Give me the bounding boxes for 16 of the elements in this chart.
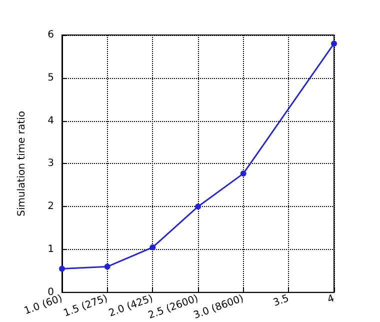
y-tick-label: 5	[48, 72, 54, 84]
y-tick-label: 3	[48, 158, 54, 170]
x-tick-label: 4	[326, 293, 336, 306]
y-tick-label: 1	[48, 244, 54, 255]
y-tick-label: 4	[48, 115, 54, 126]
point	[150, 244, 156, 250]
point	[331, 40, 337, 47]
point	[59, 266, 65, 272]
point	[104, 264, 110, 270]
y-tick-label: 2	[48, 201, 54, 212]
point	[240, 170, 246, 177]
y-axis-title: Simulation time ratio	[16, 111, 28, 216]
x-tick-label: 3.5	[272, 293, 291, 309]
point	[195, 204, 201, 210]
x-tick-label: 1.5 (275)	[62, 293, 110, 320]
y-tick-label: 6	[48, 30, 54, 40]
